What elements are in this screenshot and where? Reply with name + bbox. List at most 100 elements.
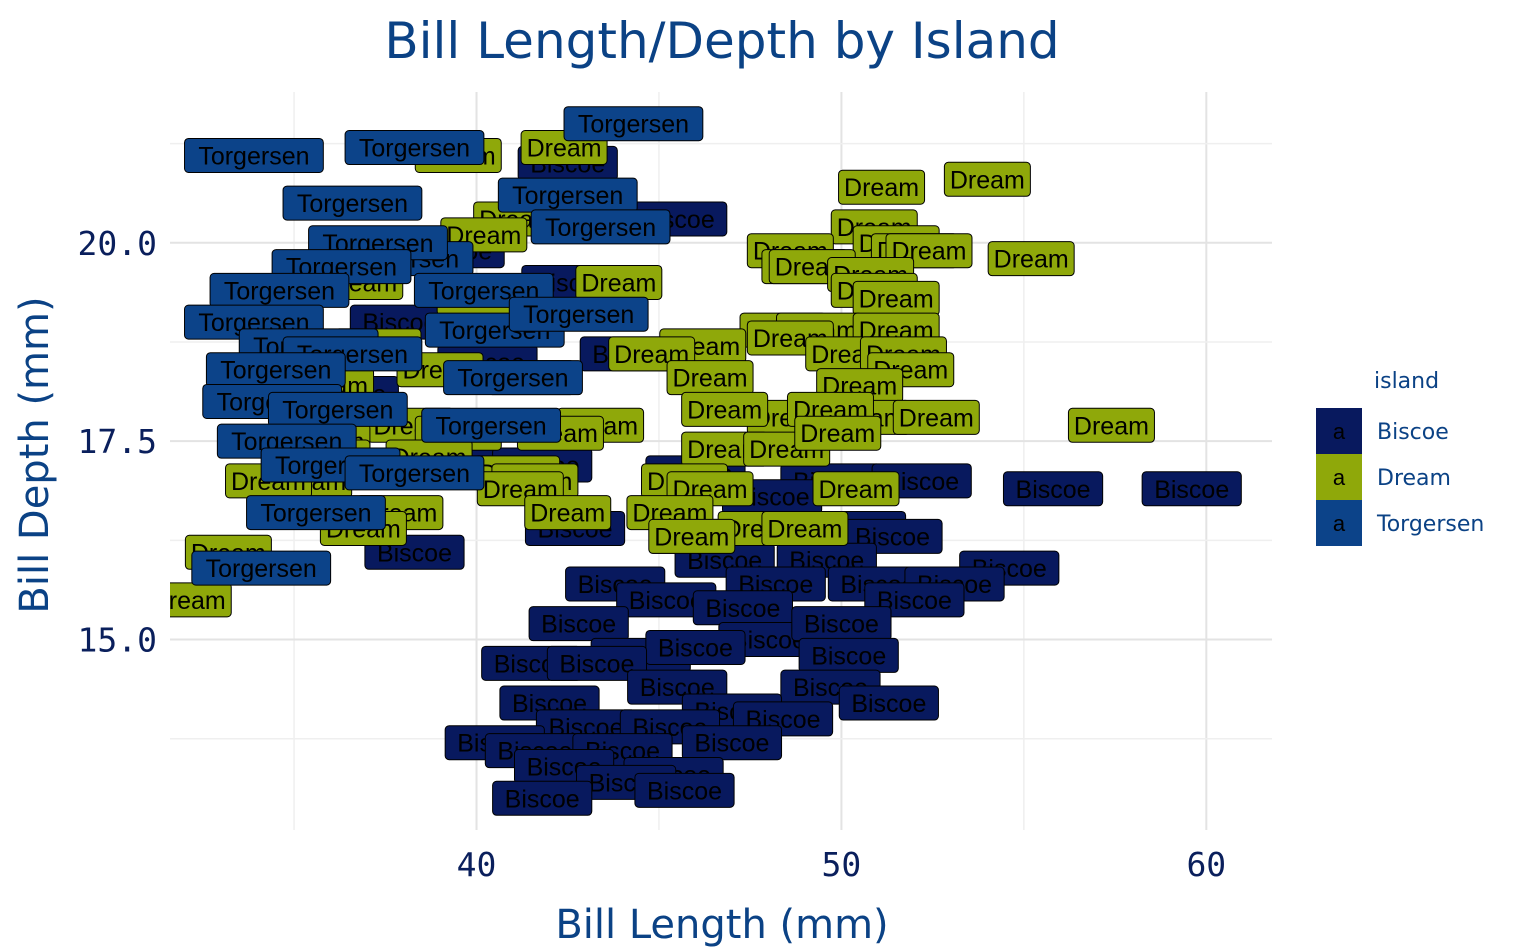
label-text: Torgersen <box>220 357 331 385</box>
label-box <box>943 161 1031 197</box>
label-box <box>508 296 649 332</box>
legend-key <box>1316 500 1362 546</box>
label-text: Biscoe <box>694 730 769 758</box>
point-label-biscoe: Biscoe <box>1141 471 1242 507</box>
point-label-torgersen: Torgersen <box>246 495 386 531</box>
point-label-biscoe: Biscoe <box>627 669 728 705</box>
label-text: Biscoe <box>658 634 733 662</box>
label-box <box>648 518 736 554</box>
point-label-torgersen: Torgersen <box>421 407 562 443</box>
legend-key-glyph: a <box>1333 419 1346 444</box>
label-text: Torgersen <box>512 182 623 210</box>
label-text: Biscoe <box>505 785 580 813</box>
label-text: Biscoe <box>705 595 780 623</box>
x-tick-label: 60 <box>1186 845 1226 884</box>
point-label-biscoe: Biscoe <box>681 725 783 761</box>
label-box <box>563 106 704 142</box>
point-label-biscoe: Biscoe <box>634 772 735 808</box>
axes: 40 50 60 15.0 17.5 20.0 <box>78 224 1227 884</box>
label-text: Dream <box>950 166 1025 194</box>
label-box <box>528 606 629 642</box>
point-label-torgersen: Torgersen <box>530 209 671 245</box>
label-box <box>246 495 386 531</box>
label-text: Torgersen <box>260 500 371 528</box>
label-box <box>421 407 562 443</box>
point-label-torgersen: Torgersen <box>497 177 638 213</box>
label-box <box>191 550 332 586</box>
point-label-dream: Dream <box>761 510 849 546</box>
point-label-torgersen: Torgersen <box>344 455 485 491</box>
x-tick-label: 50 <box>822 845 862 884</box>
label-box <box>344 455 485 491</box>
chart-title: Bill Length/Depth by Island <box>384 12 1059 70</box>
label-text: Torgersen <box>282 396 393 424</box>
label-box <box>1141 471 1242 507</box>
point-label-dream: Dream <box>943 161 1031 197</box>
point-label-biscoe: Biscoe <box>528 606 629 642</box>
label-text: Dream <box>859 285 934 313</box>
point-label-dream: Dream <box>892 399 980 435</box>
point-label-torgersen: Torgersen <box>209 272 350 308</box>
label-text: Biscoe <box>811 642 886 670</box>
y-axis-title: Bill Depth (mm) <box>12 296 58 613</box>
label-text: Torgersen <box>523 301 634 329</box>
point-label-dream: Dream <box>575 264 663 300</box>
point-label-torgersen: Torgersen <box>184 137 324 173</box>
point-label-torgersen: Torgersen <box>191 550 332 586</box>
label-text: Dream <box>844 174 919 202</box>
label-box <box>838 169 926 205</box>
label-box <box>344 130 485 166</box>
label-box <box>546 645 648 681</box>
label-text: Dream <box>530 500 605 528</box>
label-box <box>1002 471 1104 507</box>
label-text: Torgersen <box>206 555 317 583</box>
legend-key-glyph: a <box>1333 465 1346 490</box>
point-label-torgersen: Torgersen <box>563 106 704 142</box>
legend-label: Dream <box>1377 466 1451 491</box>
label-text: Biscoe <box>647 777 722 805</box>
label-text: Dream <box>800 420 875 448</box>
legend-label: Torgersen <box>1376 512 1484 537</box>
point-label-biscoe: Biscoe <box>838 685 939 721</box>
point-label-dream: Dream <box>666 360 754 396</box>
label-text: Torgersen <box>578 111 689 139</box>
point-label-dream: Dream <box>648 518 736 554</box>
label-text: Dream <box>994 246 1069 274</box>
point-label-biscoe: Biscoe <box>791 606 892 642</box>
point-label-biscoe: Biscoe <box>546 645 648 681</box>
label-box <box>530 209 671 245</box>
point-label-torgersen: Torgersen <box>344 130 485 166</box>
point-label-biscoe: Biscoe <box>492 780 593 816</box>
label-text: Dream <box>767 515 842 543</box>
label-text: Biscoe <box>629 587 704 615</box>
point-label-torgersen: Torgersen <box>508 296 649 332</box>
label-text: Dream <box>654 523 729 551</box>
label-box <box>681 391 769 427</box>
legend-label: Biscoe <box>1377 420 1449 445</box>
label-text: Torgersen <box>545 214 656 242</box>
point-label-dream: Dream <box>1067 407 1155 443</box>
label-box <box>812 471 900 507</box>
label-box <box>987 241 1075 277</box>
label-text: Biscoe <box>541 611 616 639</box>
point-label-biscoe: Biscoe <box>692 590 793 626</box>
label-box <box>761 510 849 546</box>
label-text: Torgersen <box>224 277 335 305</box>
y-tick-label: 20.0 <box>78 224 157 263</box>
point-label-biscoe: Biscoe <box>645 629 746 665</box>
label-text: Dream <box>687 396 762 424</box>
x-axis-title: Bill Length (mm) <box>555 902 888 948</box>
label-text: Torgersen <box>359 460 470 488</box>
point-label-biscoe: Biscoe <box>616 582 717 618</box>
point-label-biscoe: Biscoe <box>1002 471 1104 507</box>
label-box <box>634 772 735 808</box>
legend: island a Biscoe a Dream a Torgersen <box>1316 369 1484 546</box>
point-label-dream: Dream <box>838 169 926 205</box>
y-tick-label: 17.5 <box>78 422 157 461</box>
label-text: Torgersen <box>297 190 408 218</box>
label-text: Dream <box>1074 412 1149 440</box>
label-text: Biscoe <box>559 650 634 678</box>
label-text: Torgersen <box>359 135 470 163</box>
